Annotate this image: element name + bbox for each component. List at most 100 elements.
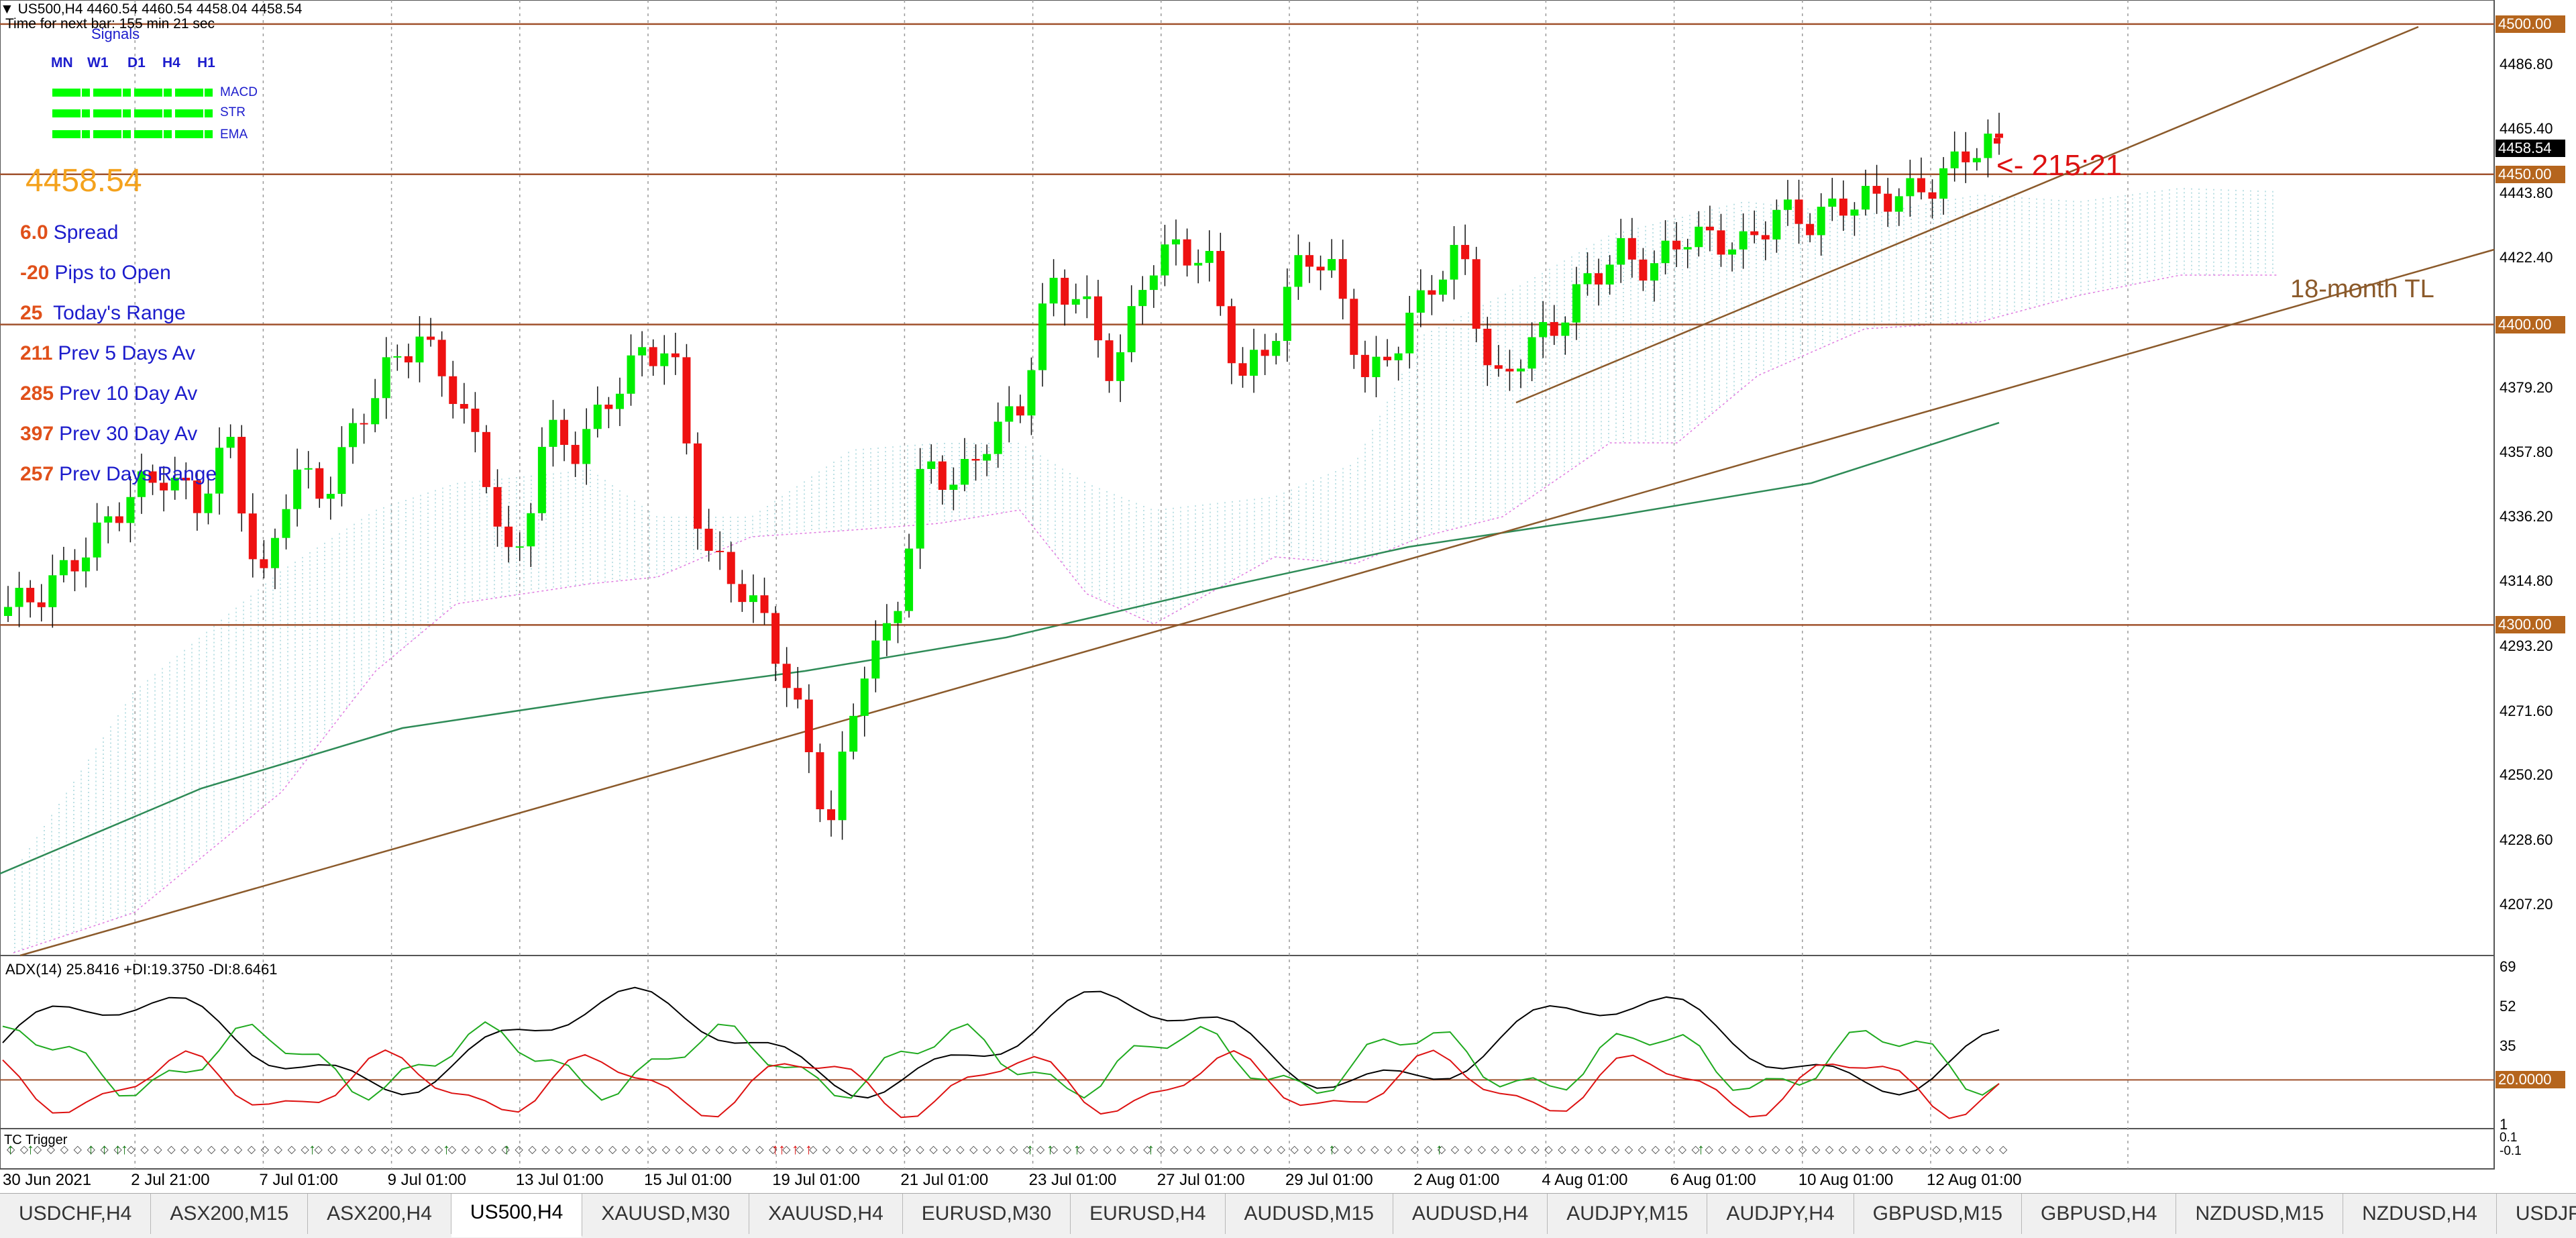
trigger-mark: ◇ bbox=[101, 1144, 109, 1155]
candle-body bbox=[1183, 239, 1191, 266]
trigger-mark: ◇ bbox=[435, 1144, 443, 1155]
time-tick: 6 Aug 01:00 bbox=[1670, 1171, 1756, 1189]
trigger-mark: ◇ bbox=[729, 1144, 737, 1155]
adx-panel[interactable] bbox=[0, 955, 2495, 1129]
candle-body bbox=[571, 445, 580, 464]
trigger-mark: ◇ bbox=[956, 1144, 965, 1155]
candle-body bbox=[816, 752, 824, 810]
candle-body bbox=[1850, 209, 1859, 216]
chart-tab[interactable]: AUDJPY,M15 bbox=[1548, 1194, 1708, 1234]
plus-di-line bbox=[2, 1021, 2000, 1101]
trigger-mark: ◇ bbox=[1585, 1144, 1593, 1155]
stat-value: 285 bbox=[20, 382, 54, 405]
candle-body bbox=[727, 552, 735, 584]
candle-body bbox=[215, 448, 224, 494]
candle-body bbox=[1984, 134, 1992, 158]
candle-body bbox=[894, 611, 902, 623]
chart-tab[interactable]: USDCHF,H4 bbox=[0, 1194, 152, 1234]
chart-tab[interactable]: EURUSD,H4 bbox=[1071, 1194, 1226, 1234]
trigger-mark: ◇ bbox=[1959, 1144, 1968, 1155]
trigger-mark: ◇ bbox=[1090, 1144, 1099, 1155]
candle-body bbox=[404, 356, 413, 363]
trendline-18-month[interactable] bbox=[19, 248, 2495, 957]
level-price-tag: 4450.00 bbox=[2496, 165, 2565, 183]
chart-tab[interactable]: USDJPY,M30 bbox=[2497, 1194, 2576, 1234]
trigger-mark: ◇ bbox=[394, 1144, 403, 1155]
trigger-mark: ◇ bbox=[595, 1144, 604, 1155]
chart-tab[interactable]: ASX200,H4 bbox=[308, 1194, 451, 1234]
stat-line: 6.0 Spread bbox=[20, 221, 118, 244]
price-tick: 4443.80 bbox=[2500, 185, 2553, 202]
stat-label: Pips to Open bbox=[54, 262, 171, 284]
trigger-arrow: ↑ bbox=[771, 1141, 779, 1157]
candle-body bbox=[1383, 356, 1392, 360]
chart-tab[interactable]: XAUUSD,H4 bbox=[749, 1194, 903, 1234]
chart-tab[interactable]: NZDUSD,H4 bbox=[2343, 1194, 2497, 1234]
chart-tab[interactable]: NZDUSD,M15 bbox=[2176, 1194, 2344, 1234]
trigger-mark: ◇ bbox=[408, 1144, 417, 1155]
trigger-mark: ◇ bbox=[1919, 1144, 1927, 1155]
trigger-mark: ◇ bbox=[1758, 1144, 1767, 1155]
trigger-tick-top: 0.1 bbox=[2500, 1131, 2518, 1145]
candle-body bbox=[1105, 340, 1114, 381]
chart-tab[interactable]: GBPUSD,M15 bbox=[1854, 1194, 2023, 1234]
trigger-mark: ◇ bbox=[1183, 1144, 1192, 1155]
trendline-label: 18-month TL bbox=[2290, 275, 2434, 303]
trigger-mark: ◇ bbox=[248, 1144, 256, 1155]
candle-body bbox=[1494, 365, 1503, 369]
chart-tab[interactable]: AUDUSD,H4 bbox=[1393, 1194, 1548, 1234]
trigger-mark: ◇ bbox=[1785, 1144, 1794, 1155]
chart-tab[interactable]: XAUUSD,M30 bbox=[582, 1194, 750, 1234]
candle-body bbox=[471, 408, 480, 432]
trendlines[interactable] bbox=[19, 25, 2495, 957]
candles bbox=[4, 113, 2003, 840]
trigger-mark: ◇ bbox=[1451, 1144, 1460, 1155]
trigger-mark: ◇ bbox=[221, 1144, 229, 1155]
candle-body bbox=[1806, 223, 1815, 236]
stat-label: Spread bbox=[53, 221, 119, 244]
trigger-arrow: ↑ bbox=[309, 1141, 316, 1157]
trigger-mark: ◇ bbox=[368, 1144, 376, 1155]
trigger-mark: ◇ bbox=[1277, 1144, 1286, 1155]
trigger-mark: ◇ bbox=[1010, 1144, 1018, 1155]
trigger-mark: ◇ bbox=[1932, 1144, 1941, 1155]
stat-label: Today's Range bbox=[48, 302, 186, 324]
candle-body bbox=[615, 393, 624, 409]
candle-body bbox=[960, 458, 969, 485]
stat-line: 211 Prev 5 Days Av bbox=[20, 342, 195, 365]
minus-di-line bbox=[2, 1049, 2000, 1119]
trendline-short[interactable] bbox=[1515, 25, 2419, 404]
trigger-panel[interactable] bbox=[0, 1128, 2495, 1170]
trigger-mark: ◇ bbox=[608, 1144, 617, 1155]
header-dropdown-icon[interactable]: ▼ bbox=[0, 1, 18, 17]
chart-tab[interactable]: GBPUSD,H4 bbox=[2022, 1194, 2177, 1234]
trigger-mark: ◇ bbox=[1291, 1144, 1299, 1155]
price-tick: 4336.20 bbox=[2500, 508, 2553, 525]
candle-body bbox=[1917, 178, 1925, 193]
trigger-mark: ◇ bbox=[1611, 1144, 1620, 1155]
moving-average-line bbox=[0, 421, 2000, 875]
trigger-mark: ◇ bbox=[1705, 1144, 1713, 1155]
chart-tab[interactable]: EURUSD,M30 bbox=[903, 1194, 1071, 1234]
main-chart-panel[interactable] bbox=[0, 0, 2495, 956]
chart-canvas[interactable]: ◇ ◇ ◇ ◇ ◇ ◇ ◇ ◇ ◇ ◇ ◇ ◇ ◇ ◇ ◇ ◇ ◇ ◇ ◇ ◇ ◇ ◇ ◇ ◇ ◇ ◇ ◇ ◇ ◇ ◇ ◇ ◇ ◇ ◇ ◇ ◇ ◇ ◇ ◇ ◇… bbox=[0, 0, 2576, 1193]
chart-tab[interactable]: US500,H4 bbox=[451, 1194, 583, 1237]
candle-body bbox=[1260, 350, 1269, 356]
trigger-arrow: ↑ bbox=[1328, 1141, 1336, 1157]
trigger-mark: ◇ bbox=[1411, 1144, 1419, 1155]
trigger-mark: ◇ bbox=[1157, 1144, 1165, 1155]
signal-bar bbox=[205, 130, 213, 138]
candle-body bbox=[782, 664, 791, 688]
signal-bar bbox=[52, 89, 80, 97]
candle-body bbox=[1683, 247, 1692, 250]
candle-body bbox=[1250, 350, 1258, 376]
level-price-tag: 4400.00 bbox=[2496, 315, 2565, 333]
candle-body bbox=[1539, 321, 1548, 338]
chart-tab[interactable]: AUDJPY,H4 bbox=[1707, 1194, 1854, 1234]
chart-tab[interactable]: AUDUSD,M15 bbox=[1226, 1194, 1393, 1234]
trigger-mark: ◇ bbox=[1330, 1144, 1339, 1155]
candle-body bbox=[93, 522, 101, 558]
horizontal-levels[interactable] bbox=[0, 23, 2494, 626]
chart-tab[interactable]: ASX200,M15 bbox=[151, 1194, 309, 1234]
stat-label: Prev Days Range bbox=[59, 463, 217, 485]
